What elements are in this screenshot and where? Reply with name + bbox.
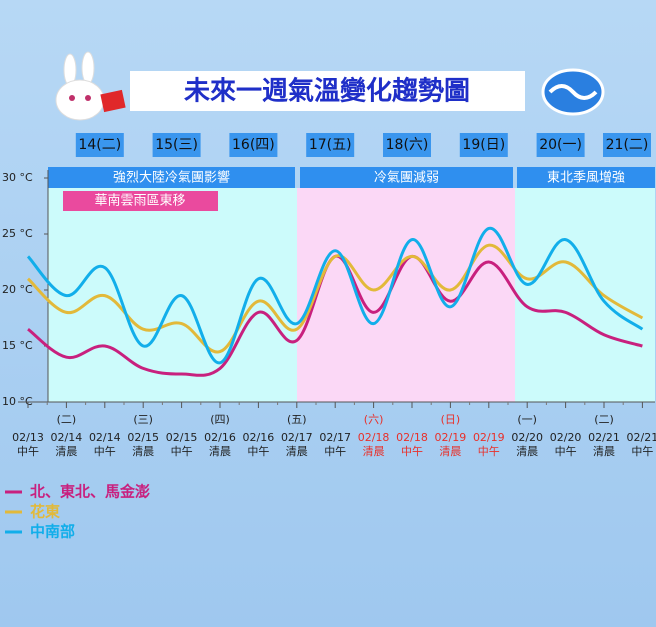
phase-label: 東北季風增強 bbox=[547, 170, 625, 186]
day-box bbox=[536, 133, 585, 157]
x-tick-label: 02/15 中午 bbox=[165, 431, 198, 458]
annotation: 華南雲雨區東移 bbox=[94, 193, 185, 209]
x-tick-label: 02/13 中午 bbox=[12, 431, 44, 458]
day-label: 17(五) bbox=[309, 137, 352, 153]
x-tick-label: 02/19 中午 bbox=[472, 431, 505, 458]
day-label: 20(一) bbox=[539, 137, 582, 153]
x-tick-label: 02/20 中午 bbox=[549, 431, 582, 458]
logo bbox=[541, 68, 605, 116]
x-tick-label: 02/19 清晨 bbox=[434, 431, 467, 458]
annotation-box bbox=[63, 191, 218, 211]
x-tick-label: 02/17 清晨 bbox=[280, 431, 313, 458]
x-tick-label: 02/17 中午 bbox=[319, 431, 352, 458]
phase-region bbox=[48, 188, 297, 402]
x-tick-label: 02/21 中午 bbox=[626, 431, 656, 458]
x-tick-label: 02/14 中午 bbox=[88, 431, 121, 458]
day-label: 15(三) bbox=[155, 137, 198, 153]
day-label: 18(六) bbox=[386, 137, 429, 153]
phase-banner bbox=[517, 167, 655, 188]
phase-region bbox=[297, 188, 515, 402]
day-box bbox=[383, 133, 431, 157]
phase-banner bbox=[300, 167, 513, 188]
day-label: 16(四) bbox=[232, 137, 275, 153]
chart-title: 未來一週氣溫變化趨勢圖 bbox=[184, 76, 470, 107]
title-box bbox=[130, 71, 525, 111]
y-tick-label: 10 °C bbox=[2, 395, 33, 408]
series-line bbox=[26, 243, 644, 354]
weekday-mark: (日) bbox=[441, 413, 461, 426]
phase-region bbox=[515, 188, 655, 402]
weekday-mark: (六) bbox=[364, 413, 384, 426]
day-label: 14(二) bbox=[78, 137, 121, 153]
y-tick-label: 30 °C bbox=[2, 171, 33, 184]
phase-label: 強烈大陸冷氣團影響 bbox=[113, 170, 230, 186]
x-tick-label: 02/20 清晨 bbox=[511, 431, 544, 458]
day-box bbox=[306, 133, 355, 157]
x-tick-label: 02/18 清晨 bbox=[357, 431, 390, 458]
x-tick-label: 02/16 清晨 bbox=[204, 431, 236, 458]
weekday-mark: (二) bbox=[594, 413, 614, 426]
legend-label: 中南部 bbox=[30, 523, 75, 541]
x-tick-label: 02/15 清晨 bbox=[127, 431, 160, 458]
weekday-mark: (五) bbox=[287, 413, 307, 426]
y-tick-label: 25 °C bbox=[2, 227, 33, 240]
legend-label: 北、東北、馬金澎 bbox=[30, 483, 150, 501]
x-tick-label: 02/18 中午 bbox=[396, 431, 428, 458]
x-tick-label: 02/16 中午 bbox=[242, 431, 275, 458]
day-box bbox=[603, 133, 651, 157]
weekday-mark: (四) bbox=[210, 413, 230, 426]
day-label: 19(日) bbox=[462, 137, 505, 153]
y-tick-label: 15 °C bbox=[2, 339, 33, 352]
weekday-mark: (一) bbox=[517, 413, 537, 426]
day-box bbox=[75, 133, 124, 157]
legend-label: 花東 bbox=[30, 503, 60, 521]
weekday-mark: (三) bbox=[133, 413, 153, 426]
phase-label: 冷氣團減弱 bbox=[374, 170, 439, 186]
rabbit-icon bbox=[55, 51, 126, 121]
day-label: 21(二) bbox=[606, 137, 649, 153]
day-box bbox=[459, 133, 508, 157]
phase-banner bbox=[48, 167, 295, 188]
y-tick-label: 20 °C bbox=[2, 283, 33, 296]
x-tick-label: 02/14 清晨 bbox=[50, 431, 83, 458]
series-line bbox=[26, 226, 644, 365]
x-tick-label: 02/21 清晨 bbox=[588, 431, 620, 458]
day-box bbox=[152, 133, 201, 157]
day-box bbox=[229, 133, 278, 157]
weekday-mark: (二) bbox=[57, 413, 77, 426]
